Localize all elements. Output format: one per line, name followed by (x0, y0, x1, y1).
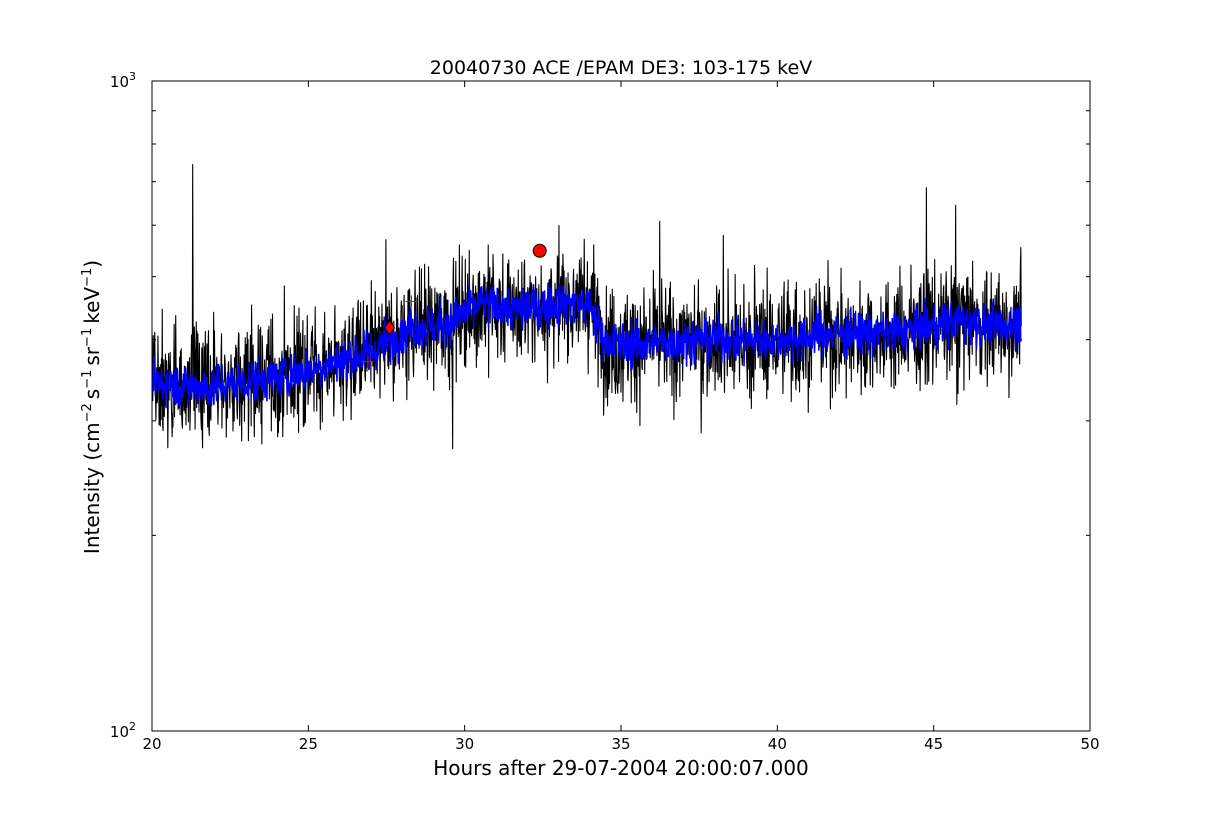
x-tick-label: 50 (1080, 735, 1099, 753)
marker-circle (532, 243, 547, 258)
x-tick-label: 40 (768, 735, 787, 753)
marker-diamond (384, 320, 396, 336)
y-tick-label: 102 (110, 720, 136, 741)
y-tick-label: 103 (110, 70, 136, 91)
x-tick-label: 45 (924, 735, 943, 753)
chart-title: 20040730 ACE /EPAM DE3: 103-175 keV (430, 57, 812, 79)
plot-area (152, 164, 1022, 450)
marker-plus (361, 355, 374, 368)
x-tick-label: 35 (611, 735, 630, 753)
x-tick-label: 25 (299, 735, 318, 753)
marker-plus (405, 295, 418, 308)
x-tick-label: 30 (455, 735, 474, 753)
y-axis-label: Intensity (cm−2s−1sr−1keV−1) (80, 260, 104, 554)
series-smoothed-line (152, 282, 1022, 409)
x-tick-label: 20 (142, 735, 161, 753)
x-axis-label: Hours after 29-07-2004 20:00:07.000 (433, 756, 809, 780)
